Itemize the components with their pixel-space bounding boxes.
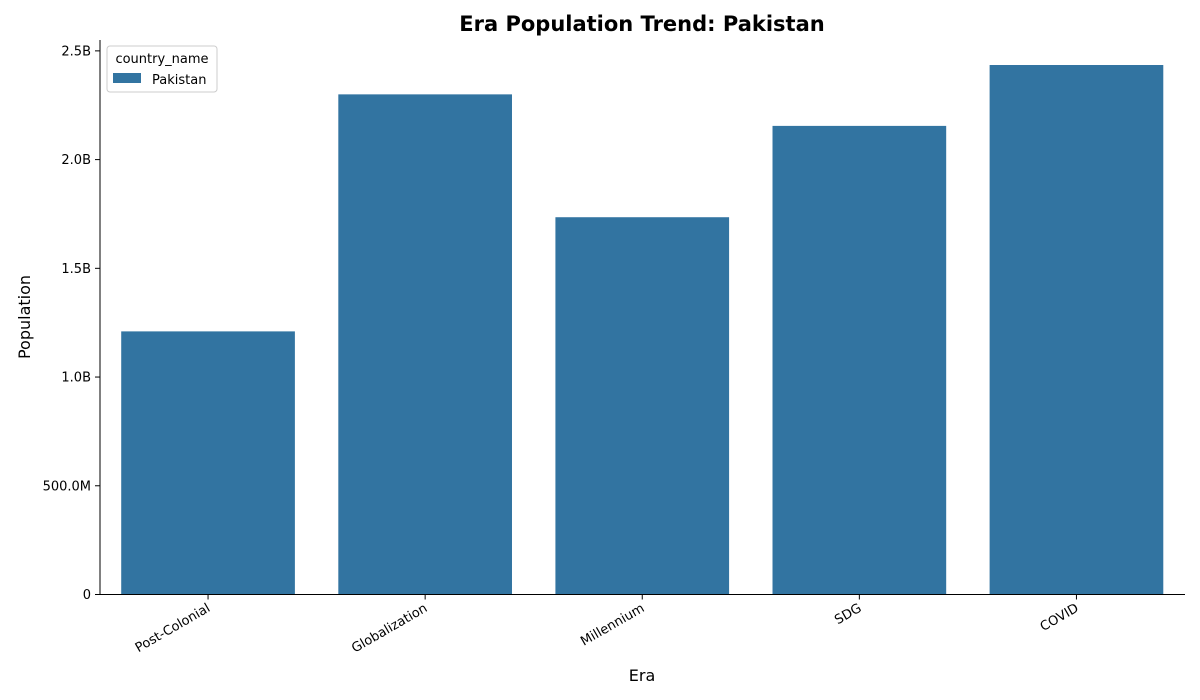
legend-label-pakistan: Pakistan xyxy=(152,73,206,88)
y-axis-label: Population xyxy=(15,275,34,359)
y-tick-label: 0 xyxy=(83,588,91,603)
x-tick-label: Millennium xyxy=(578,601,647,650)
chart-title: Era Population Trend: Pakistan xyxy=(459,12,824,36)
legend-title: country_name xyxy=(115,52,208,67)
y-tick-label: 2.5B xyxy=(61,44,91,59)
y-axis-ticks: 0 500.0M 1.0B 1.5B 2.0B 2.5B xyxy=(43,44,100,603)
bar-globalization xyxy=(338,94,512,595)
x-tick-label: Post-Colonial xyxy=(133,601,213,656)
x-tick-label: COVID xyxy=(1038,601,1082,635)
x-tick-label: Globalization xyxy=(349,601,430,656)
legend: country_name Pakistan xyxy=(106,45,218,93)
x-axis-label: Era xyxy=(629,666,656,685)
bars xyxy=(121,65,1164,595)
y-tick-label: 500.0M xyxy=(43,479,91,494)
x-tick-label: SDG xyxy=(832,601,864,628)
bar-post-colonial xyxy=(121,331,295,595)
y-tick-label: 2.0B xyxy=(61,153,91,168)
legend-swatch xyxy=(113,73,141,83)
bar-sdg xyxy=(772,125,947,595)
bar-millennium xyxy=(555,217,730,595)
x-axis-ticks: Post-Colonial Globalization Millennium SDG C… xyxy=(133,594,1082,656)
bar-covid xyxy=(989,65,1164,595)
y-tick-label: 1.0B xyxy=(61,371,91,386)
y-tick-label: 1.5B xyxy=(61,262,91,277)
